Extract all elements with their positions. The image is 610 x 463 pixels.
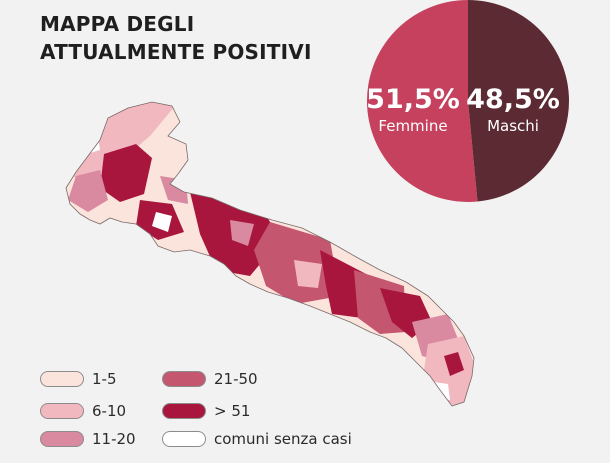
- legend-swatch-no-cases: [162, 431, 206, 447]
- legend-swatch-1-5: [40, 371, 84, 387]
- pie-slice-female: [367, 0, 478, 202]
- map-zone-bari-inner: [294, 260, 322, 288]
- legend-item-21-50: 21-50: [162, 370, 258, 388]
- legend-label-6-10: 6-10: [92, 402, 127, 420]
- pie-slice-male: [468, 0, 569, 202]
- legend-label-no-cases: comuni senza casi: [214, 430, 352, 448]
- legend-swatch-over-51: [162, 403, 206, 419]
- map-region-outline: [65, 101, 475, 407]
- female-label-group: 51,5% Femmine: [365, 84, 461, 136]
- map-zone-lecce-hotspot: [444, 352, 464, 376]
- legend-label-11-20: 11-20: [92, 430, 136, 448]
- map-title: MAPPA DEGLI ATTUALMENTE POSITIVI: [40, 10, 312, 66]
- legend-item-6-10: 6-10: [40, 402, 126, 420]
- legend-label-1-5: 1-5: [92, 370, 117, 388]
- map-zone-no-cases-2: [152, 212, 172, 232]
- map-zone-murgia: [230, 220, 254, 246]
- gender-pie-chart: [367, 0, 569, 202]
- title-line-1: MAPPA DEGLI: [40, 12, 195, 36]
- legend-item-1-5: 1-5: [40, 370, 117, 388]
- legend-swatch-21-50: [162, 371, 206, 387]
- legend-item-11-20: 11-20: [40, 430, 136, 448]
- male-percent: 48,5%: [466, 84, 560, 115]
- legend-swatch-6-10: [40, 403, 84, 419]
- female-label: Femmine: [378, 117, 448, 135]
- map-zone-foggia-north: [100, 144, 152, 202]
- legend-swatch-11-20: [40, 431, 84, 447]
- legend-label-21-50: 21-50: [214, 370, 258, 388]
- legend-item-over-51: > 51: [162, 402, 250, 420]
- legend-item-no-cases: comuni senza casi: [162, 430, 352, 448]
- male-label: Maschi: [487, 117, 539, 135]
- map-zone-subappennino: [68, 170, 108, 212]
- map-legend: 1-5 6-10 11-20 21-50 > 51 comuni senza c…: [40, 366, 380, 456]
- puglia-region-map: [65, 101, 475, 407]
- legend-label-over-51: > 51: [214, 402, 251, 420]
- title-line-2: ATTUALMENTE POSITIVI: [40, 40, 312, 64]
- female-percent: 51,5%: [366, 84, 460, 115]
- male-label-group: 48,5% Maschi: [465, 84, 561, 136]
